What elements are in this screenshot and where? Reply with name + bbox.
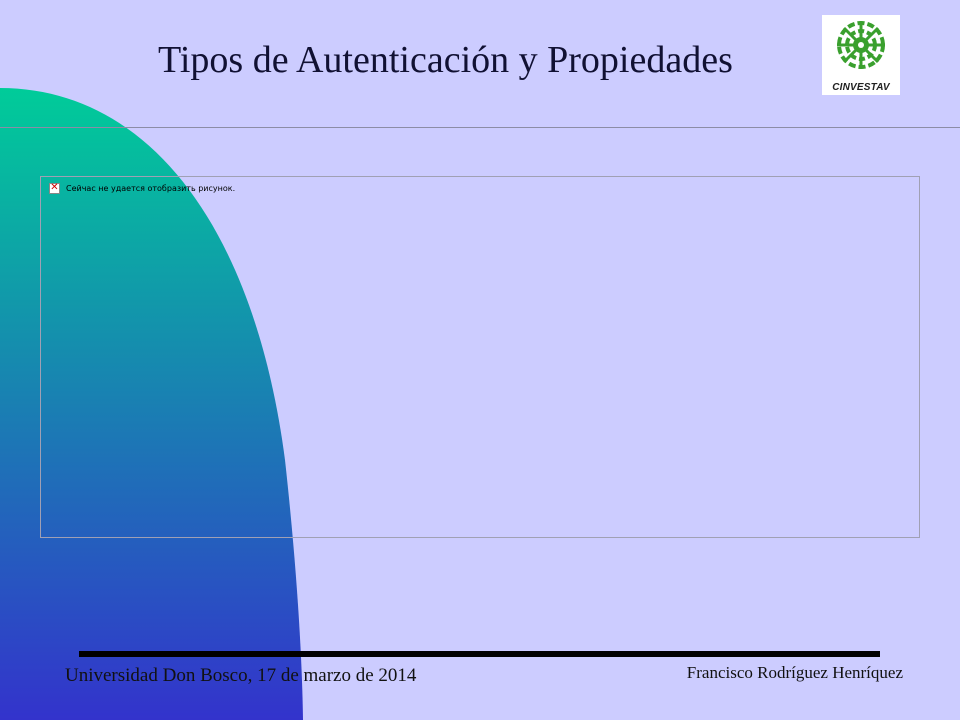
footer-divider [79, 651, 880, 657]
header-divider [0, 127, 960, 128]
image-error-text: Сейчас не удается отобразить рисунок. [66, 184, 236, 193]
slide-title: Tipos de Autenticación y Propiedades [158, 39, 733, 81]
broken-image-icon: ✕ [49, 182, 60, 194]
image-placeholder-frame: ✕ Сейчас не удается отобразить рисунок. [40, 176, 920, 538]
decorative-gradient-arc [0, 88, 303, 720]
cinvestav-logo-icon [837, 21, 885, 69]
footer-author: Francisco Rodríguez Henríquez [686, 663, 903, 682]
cinvestav-logo: CINVESTAV [822, 15, 900, 95]
image-error-message: ✕ Сейчас не удается отобразить рисунок. [49, 182, 236, 194]
footer-location-date: Universidad Don Bosco, 17 de marzo de 20… [65, 665, 417, 686]
logo-text: CINVESTAV [832, 82, 890, 93]
